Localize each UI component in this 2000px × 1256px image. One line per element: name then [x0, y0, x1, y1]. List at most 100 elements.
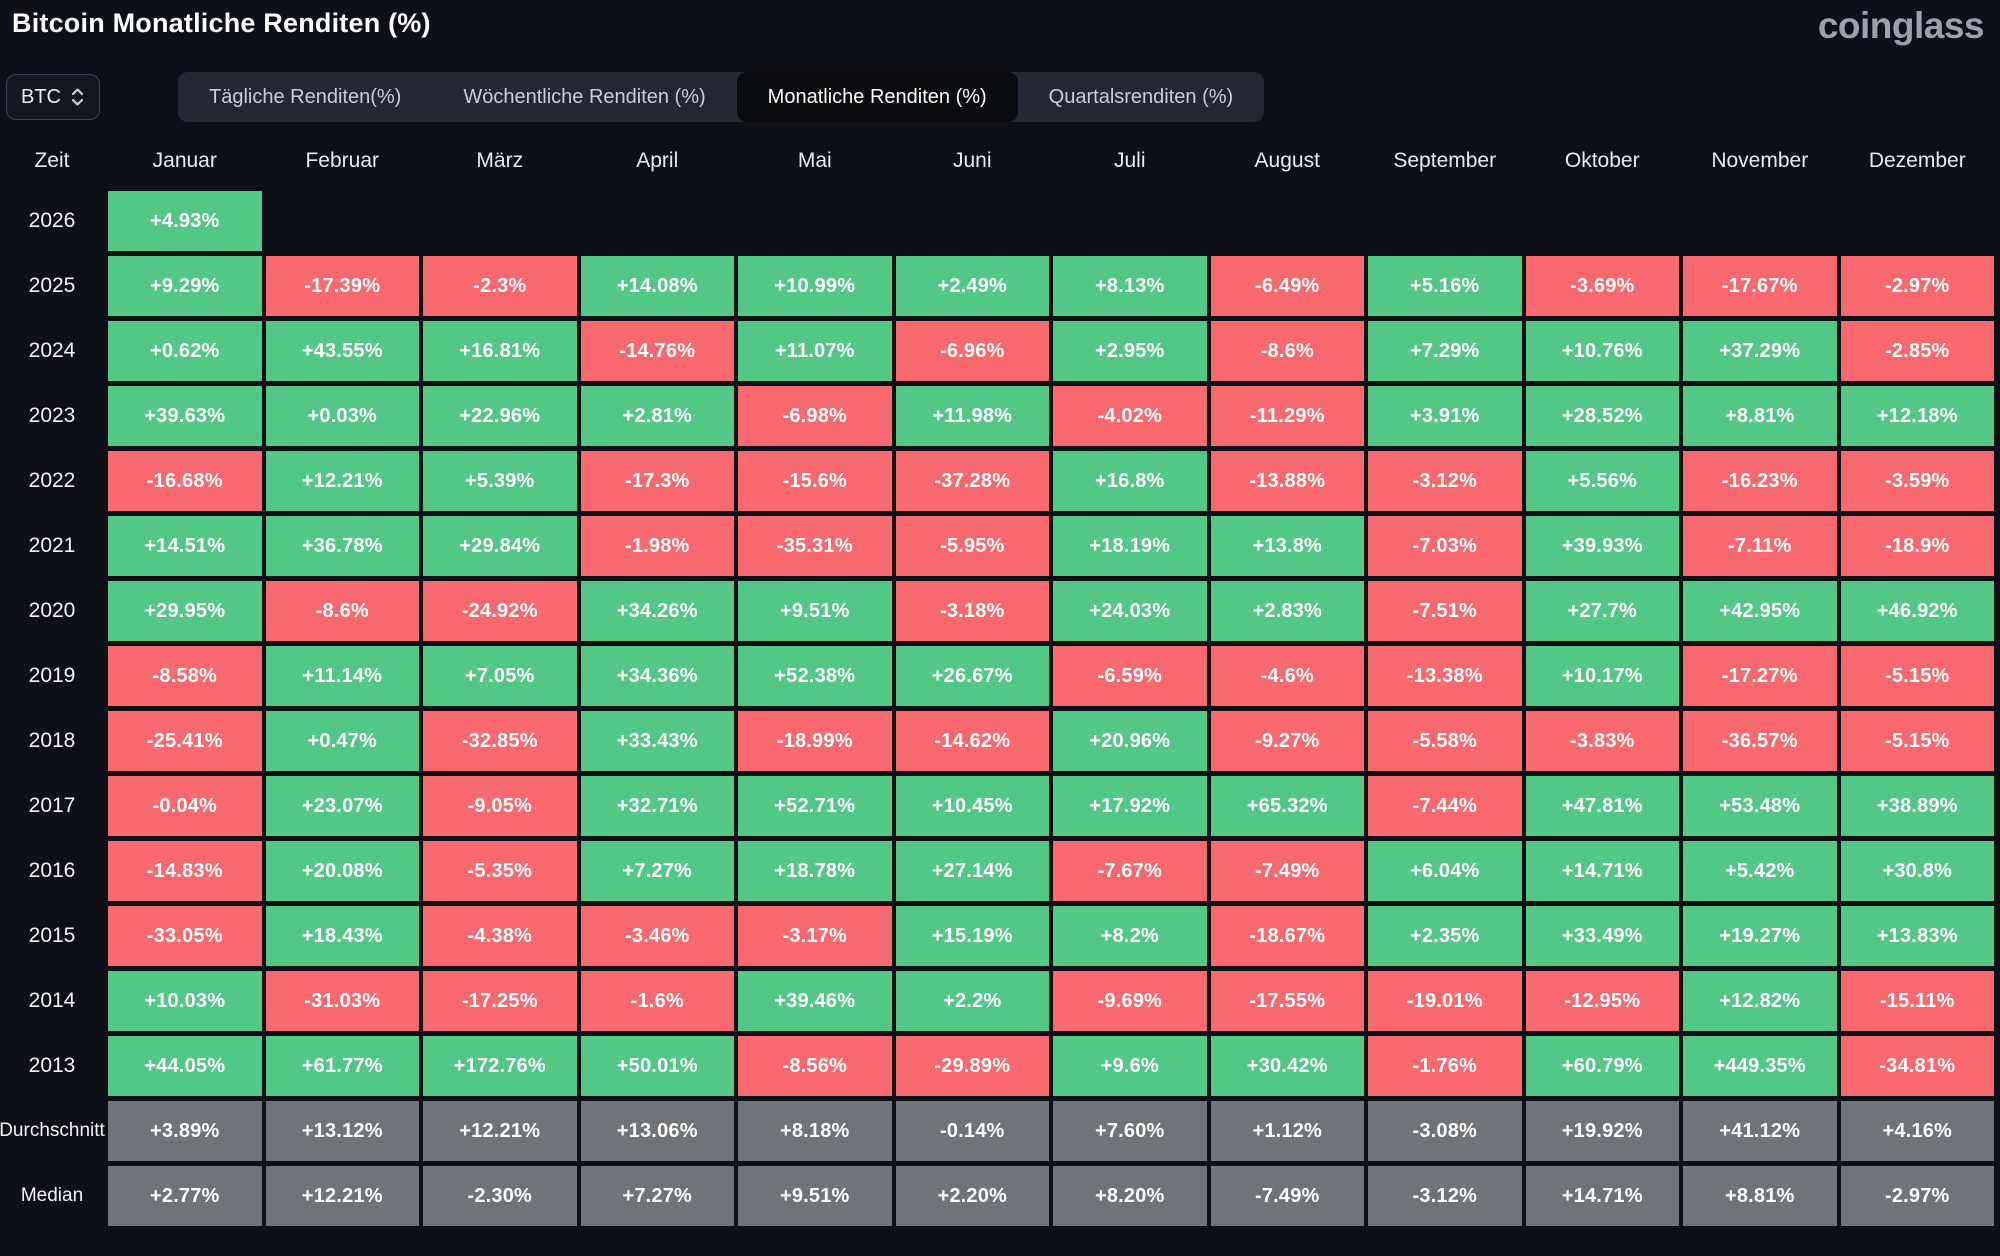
- tab-daily-returns[interactable]: Tägliche Renditen(%): [209, 85, 402, 108]
- return-cell: +172.76%: [423, 1036, 577, 1096]
- year-row-label: 2020: [28, 599, 76, 622]
- return-cell: +12.21%: [423, 1101, 577, 1161]
- return-cell: -18.99%: [738, 711, 892, 771]
- return-cell: -13.38%: [1368, 646, 1522, 706]
- return-cell: +61.77%: [265, 1036, 419, 1096]
- return-cell: +65.32%: [1210, 776, 1364, 836]
- year-row-label: 2015: [28, 924, 76, 947]
- time-column-header: Zeit: [34, 149, 70, 172]
- return-cell: +2.49%: [895, 256, 1049, 316]
- year-row-label: 2019: [28, 664, 76, 687]
- return-cell: +18.43%: [265, 906, 419, 966]
- page-title: Bitcoin Monatliche Renditen (%): [12, 8, 431, 38]
- return-cell: -2.97%: [1840, 1166, 1994, 1226]
- return-cell: +13.8%: [1210, 516, 1364, 576]
- controls-bar: BTC Tägliche Renditen(%) Wöchentliche Re…: [6, 72, 2000, 122]
- return-cell: -3.59%: [1840, 451, 1994, 511]
- tab-monthly-returns[interactable]: Monatliche Renditen (%): [736, 72, 1018, 122]
- return-cell: -35.31%: [738, 516, 892, 576]
- year-row-label: 2017: [28, 794, 76, 817]
- asset-selector-label: BTC: [21, 85, 61, 108]
- return-cell: -0.04%: [108, 776, 262, 836]
- return-cell: -12.95%: [1525, 971, 1679, 1031]
- coinglass-logo: coinglass: [1817, 5, 1985, 46]
- return-cell: +52.71%: [738, 776, 892, 836]
- month-column-header: November: [1711, 149, 1809, 172]
- empty-cell: [1368, 191, 1522, 251]
- return-cell: +5.42%: [1683, 841, 1837, 901]
- return-cell: +23.07%: [265, 776, 419, 836]
- year-row-label: 2025: [28, 274, 76, 297]
- year-row-label: 2013: [28, 1054, 76, 1077]
- return-cell: -4.38%: [423, 906, 577, 966]
- year-row-label: 2014: [28, 989, 76, 1012]
- empty-cell: [1841, 191, 1995, 251]
- return-cell: -5.35%: [423, 841, 577, 901]
- summary-row-label: Median: [20, 1185, 84, 1206]
- return-cell: +9.6%: [1053, 1036, 1207, 1096]
- return-cell: -36.57%: [1683, 711, 1837, 771]
- year-row-label: 2026: [28, 209, 76, 232]
- asset-selector[interactable]: BTC: [6, 74, 100, 120]
- return-cell: -15.11%: [1840, 971, 1994, 1031]
- return-cell: +17.92%: [1053, 776, 1207, 836]
- return-cell: +27.14%: [895, 841, 1049, 901]
- return-cell: +2.2%: [895, 971, 1049, 1031]
- year-row-label: 2021: [28, 534, 76, 557]
- return-cell: +5.39%: [423, 451, 577, 511]
- month-column-header: Oktober: [1564, 149, 1640, 172]
- return-cell: -3.18%: [895, 581, 1049, 641]
- return-cell: +15.19%: [895, 906, 1049, 966]
- return-cell: -18.9%: [1840, 516, 1994, 576]
- return-cell: -4.6%: [1210, 646, 1364, 706]
- return-cell: -2.85%: [1840, 321, 1994, 381]
- return-cell: +8.18%: [738, 1101, 892, 1161]
- return-cell: -3.12%: [1368, 1166, 1522, 1226]
- return-cell: +7.60%: [1053, 1101, 1207, 1161]
- year-row-label: 2018: [28, 729, 76, 752]
- month-column-header: Juli: [1113, 149, 1146, 172]
- return-cell: +9.51%: [738, 1166, 892, 1226]
- return-cell: -2.3%: [423, 256, 577, 316]
- tab-weekly-returns[interactable]: Wöchentliche Renditen (%): [463, 85, 706, 108]
- return-cell: +34.26%: [580, 581, 734, 641]
- empty-cell: [423, 191, 577, 251]
- return-cell: +18.78%: [738, 841, 892, 901]
- month-column-header: März: [476, 149, 524, 172]
- return-cell: +10.99%: [738, 256, 892, 316]
- return-cell: +42.95%: [1683, 581, 1837, 641]
- summary-row-label: Durchschnitt: [0, 1120, 105, 1141]
- month-column-header: Mai: [797, 149, 832, 172]
- top-bar: Bitcoin Monatliche Renditen (%) coinglas…: [0, 0, 2000, 56]
- year-row-label: 2024: [28, 339, 76, 362]
- return-cell: -1.6%: [580, 971, 734, 1031]
- empty-cell: [1683, 191, 1837, 251]
- tab-quarterly-returns[interactable]: Quartalsrenditen (%): [1048, 85, 1234, 108]
- return-cell: +34.36%: [580, 646, 734, 706]
- return-cell: -2.30%: [423, 1166, 577, 1226]
- year-row-label: 2016: [28, 859, 76, 882]
- return-cell: +4.93%: [108, 191, 262, 251]
- return-cell: -6.96%: [895, 321, 1049, 381]
- return-cell: +9.51%: [738, 581, 892, 641]
- month-column-header: Dezember: [1868, 149, 1966, 172]
- empty-cell: [1526, 191, 1680, 251]
- return-cell: +53.48%: [1683, 776, 1837, 836]
- return-cell: +13.83%: [1840, 906, 1994, 966]
- updown-chevron-icon: [71, 88, 84, 106]
- return-cell: +27.7%: [1525, 581, 1679, 641]
- return-cell: +43.55%: [265, 321, 419, 381]
- return-cell: +39.93%: [1525, 516, 1679, 576]
- month-column-header: Juni: [952, 149, 992, 172]
- return-cell: -6.59%: [1053, 646, 1207, 706]
- return-cell: +14.71%: [1525, 841, 1679, 901]
- return-cell: +47.81%: [1525, 776, 1679, 836]
- return-cell: +36.78%: [265, 516, 419, 576]
- return-cell: +12.21%: [265, 1166, 419, 1226]
- return-cell: -17.39%: [265, 256, 419, 316]
- return-cell: +16.8%: [1053, 451, 1207, 511]
- month-column-header: April: [636, 149, 679, 172]
- return-cell: -17.55%: [1210, 971, 1364, 1031]
- return-cell: +2.83%: [1210, 581, 1364, 641]
- return-cell: +10.17%: [1525, 646, 1679, 706]
